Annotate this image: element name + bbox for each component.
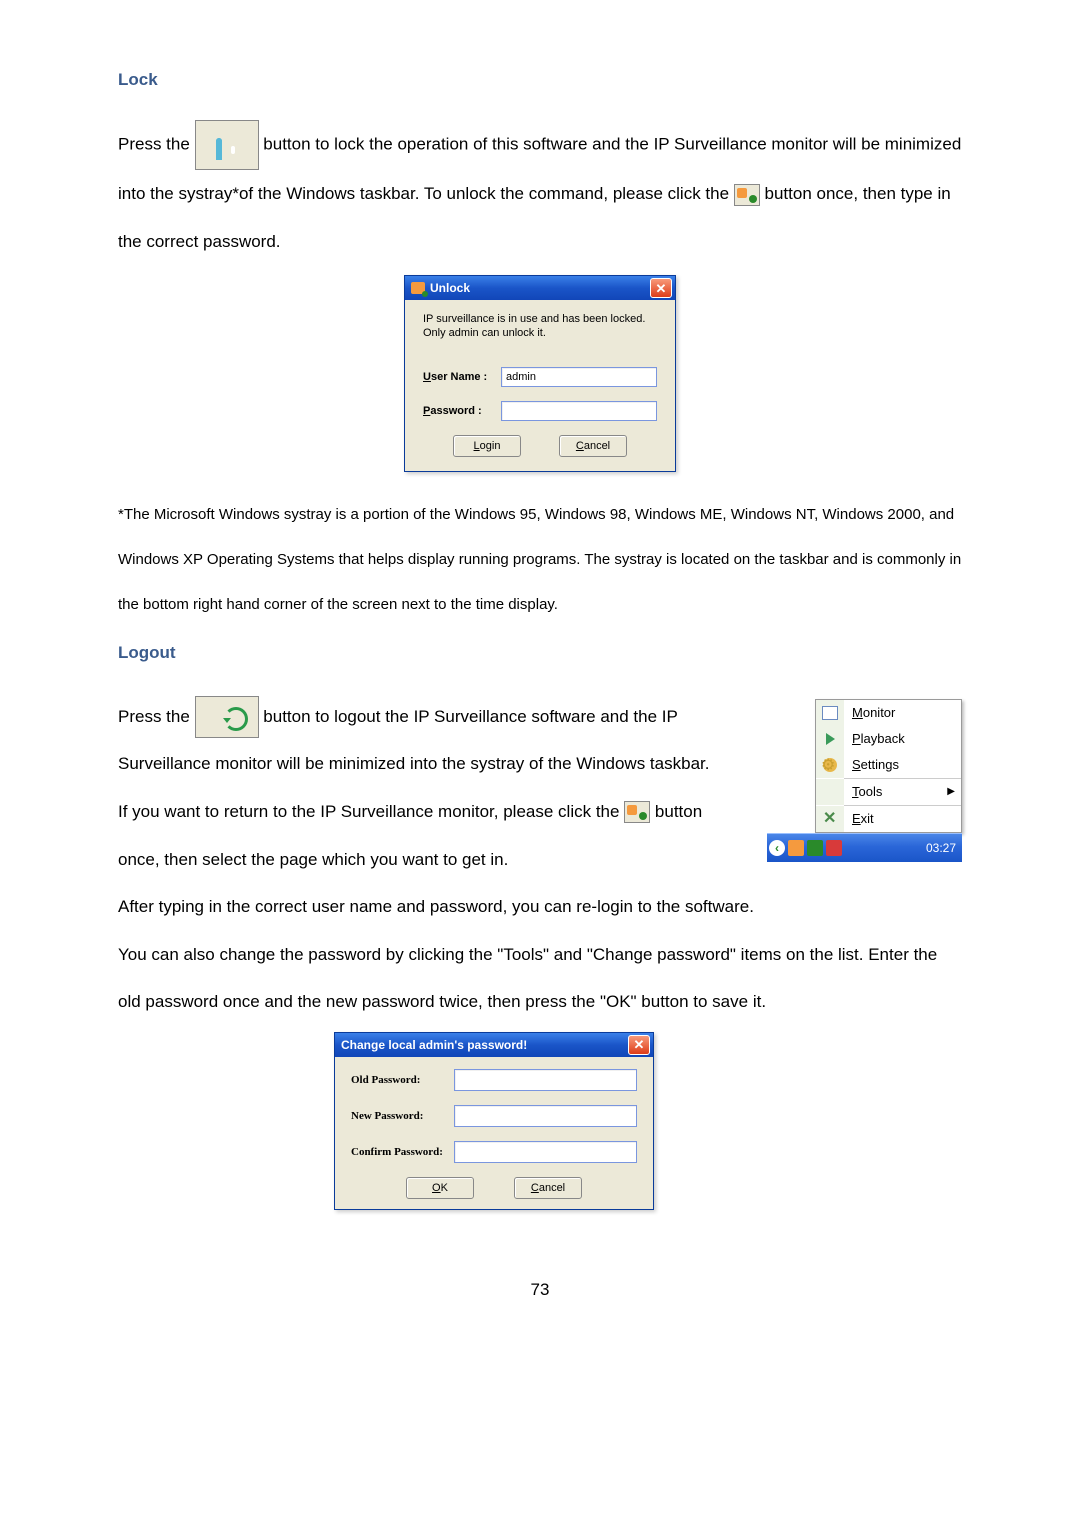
confirm-password-label: Confirm Password: <box>351 1146 454 1158</box>
menu-item-settings[interactable]: Settings <box>816 752 961 778</box>
old-password-label: Old Password: <box>351 1074 454 1086</box>
tray-icon[interactable] <box>807 840 823 856</box>
unlock-title: Unlock <box>430 281 470 295</box>
lock-paragraph: Press the button to lock the operation o… <box>118 120 962 265</box>
confirm-password-input[interactable] <box>454 1141 637 1163</box>
page-number: 73 <box>0 1280 1080 1300</box>
unlock-message: IP surveillance is in use and has been l… <box>423 312 657 341</box>
playback-icon <box>823 733 837 745</box>
settings-icon <box>823 758 837 772</box>
systray-footnote: *The Microsoft Windows systray is a port… <box>118 492 962 627</box>
username-input[interactable] <box>501 367 657 387</box>
exit-icon: ✕ <box>823 813 837 825</box>
menu-item-monitor[interactable]: Monitor <box>816 700 961 726</box>
tray-icon[interactable] <box>788 840 804 856</box>
app-icon <box>411 282 425 294</box>
logout-paragraph-4: You can also change the password by clic… <box>118 931 962 1026</box>
heading-logout: Logout <box>118 643 962 663</box>
menu-item-playback[interactable]: Playback <box>816 726 961 752</box>
menu-item-exit[interactable]: ✕ Exit <box>816 806 961 832</box>
text: If you want to return to the IP Surveill… <box>118 802 624 821</box>
logout-button-icon <box>195 696 259 738</box>
logout-paragraph-3: After typing in the correct user name an… <box>118 883 962 931</box>
submenu-arrow-icon: ▶ <box>947 786 955 797</box>
lock-button-icon <box>195 120 259 170</box>
context-menu-screenshot: Monitor Playback Settings Tools ▶ <box>767 699 962 862</box>
unlock-titlebar: Unlock ✕ <box>405 276 675 300</box>
password-input[interactable] <box>501 401 657 421</box>
cancel-button[interactable]: Cancel <box>559 435 627 457</box>
password-label: Password : <box>423 405 501 417</box>
unlock-dialog: Unlock ✕ IP surveillance is in use and h… <box>404 275 676 472</box>
tray-icon[interactable] <box>826 840 842 856</box>
monitor-icon <box>822 706 838 720</box>
cpw-titlebar: Change local admin's password! ✕ <box>335 1033 653 1057</box>
menu-item-tools[interactable]: Tools ▶ <box>816 779 961 805</box>
close-button[interactable]: ✕ <box>650 278 672 298</box>
cancel-button[interactable]: Cancel <box>514 1177 582 1199</box>
systray-icon <box>624 801 650 823</box>
new-password-label: New Password: <box>351 1110 454 1122</box>
text: Press the <box>118 707 195 726</box>
taskbar-clock: 03:27 <box>926 841 956 855</box>
username-label: User Name : <box>423 371 501 383</box>
close-button[interactable]: ✕ <box>628 1035 650 1055</box>
text: Press the <box>118 134 195 153</box>
systray-icon <box>734 184 760 206</box>
old-password-input[interactable] <box>454 1069 637 1091</box>
cpw-title: Change local admin's password! <box>341 1038 527 1052</box>
login-button[interactable]: Login <box>453 435 521 457</box>
systray-expand-icon[interactable]: ‹ <box>769 840 785 856</box>
new-password-input[interactable] <box>454 1105 637 1127</box>
taskbar: ‹ 03:27 <box>767 833 962 862</box>
change-password-dialog: Change local admin's password! ✕ Old Pas… <box>334 1032 654 1210</box>
heading-lock: Lock <box>118 70 962 90</box>
context-menu: Monitor Playback Settings Tools ▶ <box>815 699 962 833</box>
ok-button[interactable]: OK <box>406 1177 474 1199</box>
